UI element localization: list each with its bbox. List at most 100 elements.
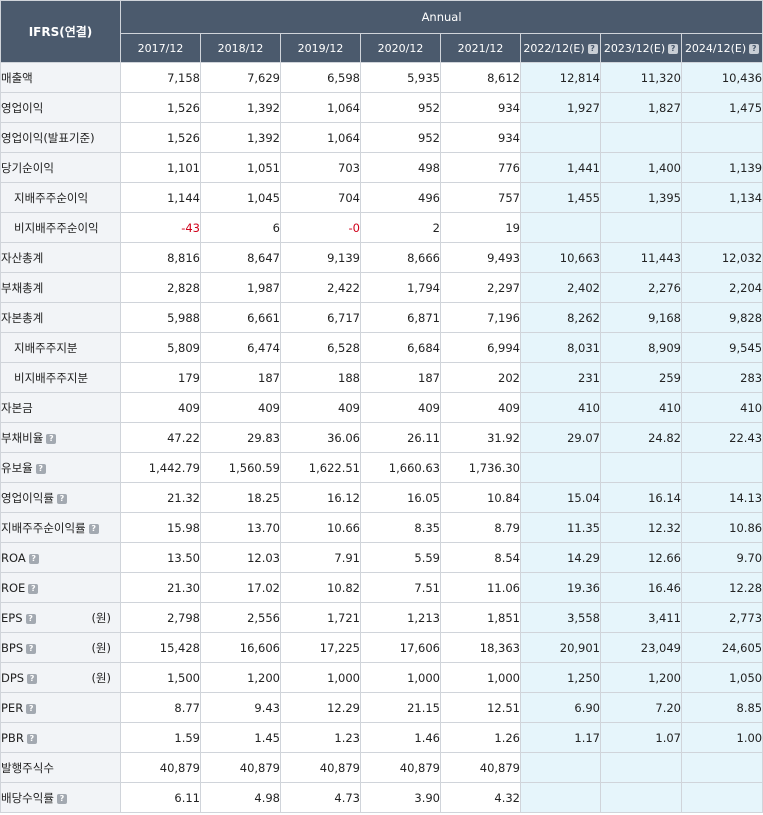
- value-cell: 283: [680, 362, 763, 393]
- value-cell: 13.70: [200, 512, 281, 543]
- value-cell: 14.13: [680, 482, 763, 513]
- value-cell: 17,225: [280, 632, 361, 663]
- help-icon[interactable]: ?: [26, 703, 37, 714]
- value-cell: [520, 122, 601, 153]
- value-cell: [680, 212, 763, 243]
- help-icon[interactable]: ?: [56, 793, 67, 804]
- row-label: BPS? (원): [0, 632, 121, 663]
- period-header: 2020/12: [360, 33, 441, 63]
- value-cell: 934: [440, 92, 521, 123]
- value-cell: [600, 752, 682, 783]
- value-cell: 1,392: [200, 122, 281, 153]
- table-row: BPS? (원) 15,428 16,606 17,225 17,606 18,363 20,…: [0, 632, 763, 663]
- table-header: IFRS(연결) Annual 2017/12 2018/12 2019/12 202…: [0, 0, 763, 63]
- table-row: 지배주주지분 5,809 6,474 6,528 6,684 6,994 8,031 8,90…: [0, 332, 763, 363]
- value-cell: 5.59: [360, 542, 441, 573]
- value-cell: 934: [440, 122, 521, 153]
- value-cell: 704: [280, 182, 361, 213]
- row-label-text: 지배주주순이익률: [1, 520, 86, 535]
- value-cell: 9,168: [600, 302, 682, 333]
- row-label-text: ROE: [1, 580, 26, 595]
- value-cell: 11.35: [520, 512, 601, 543]
- value-cell: 1.45: [200, 722, 281, 753]
- help-icon[interactable]: ?: [88, 523, 99, 534]
- row-label: PER?: [0, 692, 121, 723]
- row-label-text: 당기순이익: [1, 160, 54, 175]
- row-label: 자본금: [0, 392, 121, 423]
- help-icon[interactable]: ?: [56, 493, 67, 504]
- value-cell: 2,204: [680, 272, 763, 303]
- value-cell: 1.26: [440, 722, 521, 753]
- value-cell: 16.46: [600, 572, 682, 603]
- row-label-text: PBR: [1, 730, 24, 745]
- value-cell: 1,064: [280, 92, 361, 123]
- table-row: ROE? 21.30 17.02 10.82 7.51 11.06 19.36 16.46 12…: [0, 572, 763, 603]
- table-row: 자산총계 8,816 8,647 9,139 8,666 9,493 10,663 11,44…: [0, 242, 763, 273]
- period-header: 2019/12: [280, 33, 361, 63]
- value-cell: 19.36: [520, 572, 601, 603]
- value-cell: 231: [520, 362, 601, 393]
- value-cell: 8,909: [600, 332, 682, 363]
- table-row: 영업이익 1,526 1,392 1,064 952 934 1,927 1,827 1,475: [0, 92, 763, 123]
- help-icon[interactable]: ?: [27, 673, 38, 684]
- help-icon[interactable]: ?: [46, 433, 57, 444]
- value-cell: 952: [360, 92, 441, 123]
- value-cell: [680, 782, 763, 813]
- help-icon[interactable]: ?: [28, 583, 39, 594]
- value-cell: 1,987: [200, 272, 281, 303]
- value-cell: 36.06: [280, 422, 361, 453]
- help-icon[interactable]: ?: [25, 613, 36, 624]
- value-cell: 24,605: [680, 632, 763, 663]
- value-cell: 12.28: [680, 572, 763, 603]
- help-icon[interactable]: ?: [26, 643, 37, 654]
- value-cell: 7.20: [600, 692, 682, 723]
- value-cell: 16.14: [600, 482, 682, 513]
- value-cell: 7,158: [120, 62, 201, 93]
- value-cell: 1,560.59: [200, 452, 281, 483]
- value-cell: 8.79: [440, 512, 521, 543]
- value-cell: 4.73: [280, 782, 361, 813]
- help-icon[interactable]: ?: [587, 43, 598, 54]
- value-cell: 7,629: [200, 62, 281, 93]
- unit-label: (원): [91, 671, 111, 685]
- help-icon[interactable]: ?: [26, 733, 37, 744]
- value-cell: 7.51: [360, 572, 441, 603]
- value-cell: 9,139: [280, 242, 361, 273]
- value-cell: 9.43: [200, 692, 281, 723]
- row-label: 비지배주주순이익: [0, 212, 121, 243]
- table-row: 부채총계 2,828 1,987 2,422 1,794 2,297 2,402 2,276 2…: [0, 272, 763, 303]
- table-row: 당기순이익 1,101 1,051 703 498 776 1,441 1,400 1,139: [0, 152, 763, 183]
- value-cell: 40,879: [360, 752, 441, 783]
- value-cell: 410: [520, 392, 601, 423]
- help-icon[interactable]: ?: [668, 43, 679, 54]
- value-cell: 1,526: [120, 92, 201, 123]
- value-cell: 16.05: [360, 482, 441, 513]
- value-cell: [520, 452, 601, 483]
- value-cell: 1,851: [440, 602, 521, 633]
- value-cell: 1.00: [680, 722, 763, 753]
- row-label-text: 부채총계: [1, 280, 44, 295]
- help-icon[interactable]: ?: [28, 553, 39, 564]
- value-cell: 1,455: [520, 182, 601, 213]
- value-cell: 8,612: [440, 62, 521, 93]
- table-row: EPS? (원) 2,798 2,556 1,721 1,213 1,851 3,558 3,4…: [0, 602, 763, 633]
- value-cell: 187: [360, 362, 441, 393]
- value-cell: 1,392: [200, 92, 281, 123]
- table-row: 자본총계 5,988 6,661 6,717 6,871 7,196 8,262 9,168 9…: [0, 302, 763, 333]
- row-label-text: PER: [1, 700, 24, 715]
- help-icon[interactable]: ?: [35, 463, 46, 474]
- value-cell: 29.07: [520, 422, 601, 453]
- value-cell: 16,606: [200, 632, 281, 663]
- value-cell: 1,213: [360, 602, 441, 633]
- value-cell: 6,598: [280, 62, 361, 93]
- row-label-text: 자산총계: [1, 250, 44, 265]
- help-icon[interactable]: ?: [749, 43, 760, 54]
- value-cell: 5,809: [120, 332, 201, 363]
- value-cell: 10.84: [440, 482, 521, 513]
- value-cell: 4.98: [200, 782, 281, 813]
- row-label-text: 유보율: [1, 460, 33, 475]
- table-row: 비지배주주순이익 -43 6 -0 2 19: [0, 212, 763, 243]
- value-cell: [600, 782, 682, 813]
- row-label: 자본총계: [0, 302, 121, 333]
